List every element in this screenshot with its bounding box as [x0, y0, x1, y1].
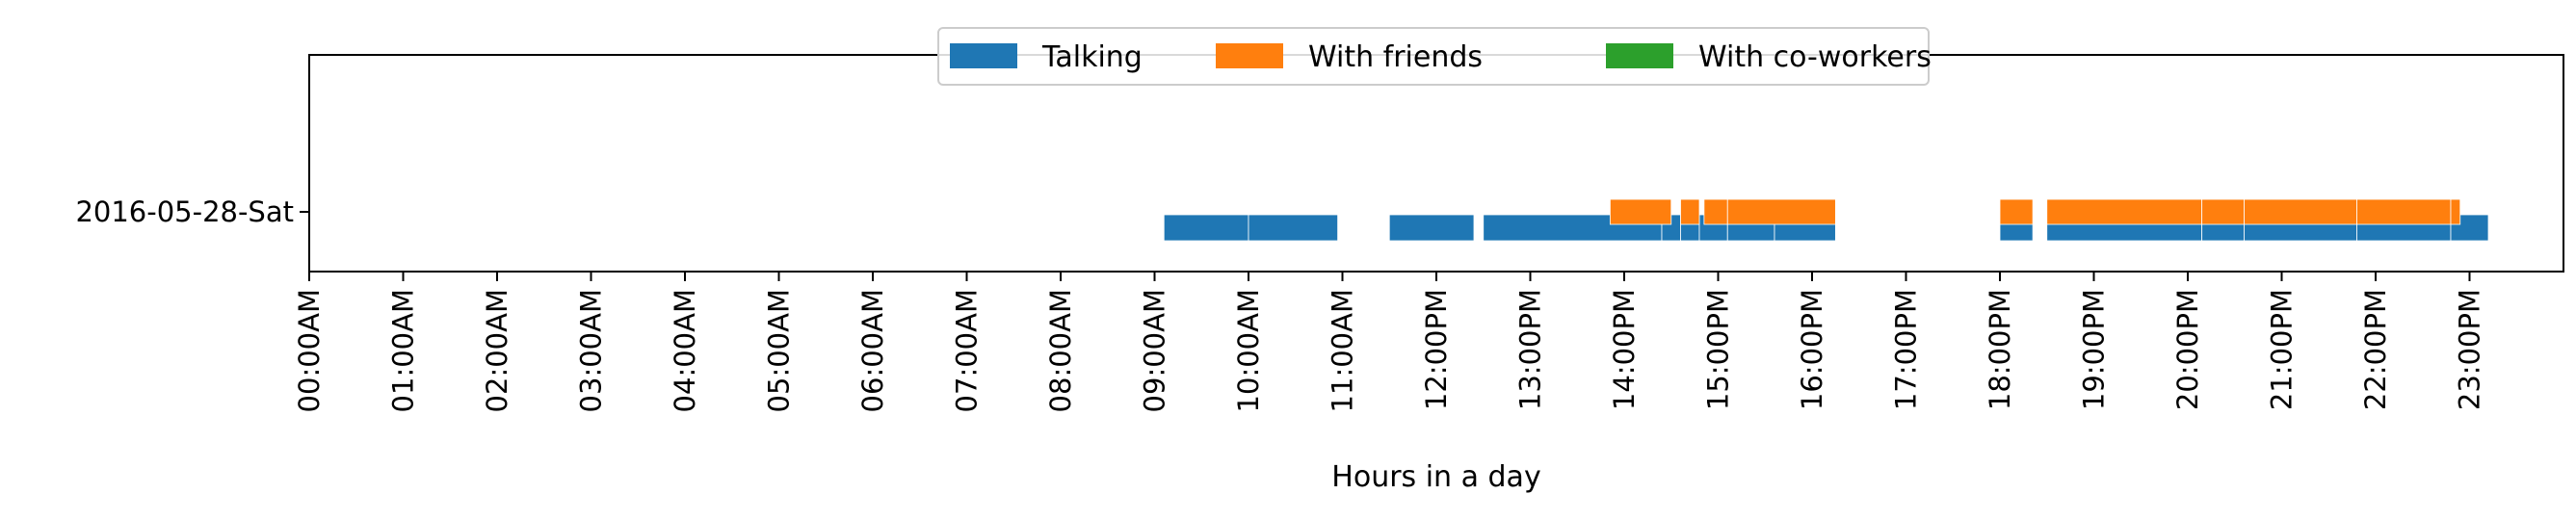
- bar-with-friends-5: [2046, 198, 2203, 225]
- x-tick-label: 03:00AM: [575, 289, 608, 412]
- x-tick-label: 17:00PM: [1890, 289, 1923, 410]
- x-tick-label: 16:00PM: [1796, 289, 1828, 410]
- x-tick-label: 00:00AM: [293, 289, 326, 412]
- y-ticks: 2016-05-28-Sat: [75, 195, 309, 228]
- x-ticks: 00:00AM 01:00AM 02:00AM 03:00AM 04:00AM 05:00…: [293, 272, 2486, 412]
- bar-with-friends-8: [2356, 198, 2452, 225]
- bar-with-friends-2: [1703, 198, 1728, 225]
- x-tick-label: 02:00AM: [481, 289, 513, 412]
- bars-group: [1163, 198, 2489, 242]
- bar-with-friends-6: [2201, 198, 2245, 225]
- x-tick-label: 15:00PM: [1702, 289, 1735, 410]
- x-tick-label: 05:00AM: [763, 289, 796, 412]
- x-tick-label: 07:00AM: [951, 289, 984, 412]
- legend-box: [937, 27, 1930, 86]
- x-tick-label: 19:00PM: [2078, 289, 2111, 410]
- x-tick-label: 09:00AM: [1139, 289, 1171, 412]
- x-axis-label: Hours in a day: [1331, 460, 1540, 494]
- legend-label-with-co-workers: With co-workers: [1698, 40, 1932, 74]
- legend-swatch-with-friends: [1216, 43, 1283, 68]
- legend-label-with-friends: With friends: [1308, 40, 1483, 74]
- legend-swatch-with-co-workers: [1606, 43, 1673, 68]
- x-tick-label: 14:00PM: [1608, 289, 1641, 410]
- x-tick-label: 11:00AM: [1327, 289, 1359, 412]
- legend-label-talking: Talking: [1041, 40, 1143, 74]
- y-tick-label: 2016-05-28-Sat: [75, 195, 294, 228]
- bar-with-friends-1: [1680, 198, 1700, 225]
- bar-with-friends-3: [1726, 198, 1836, 225]
- bar-talking-1: [1248, 214, 1339, 242]
- x-tick-label: 13:00PM: [1514, 289, 1547, 410]
- x-tick-label: 23:00PM: [2454, 289, 2486, 410]
- x-tick-label: 18:00PM: [1984, 289, 2016, 410]
- bar-talking-0: [1163, 214, 1249, 242]
- bar-talking-2: [1388, 214, 1475, 242]
- x-tick-label: 10:00AM: [1232, 289, 1265, 412]
- bar-with-friends-7: [2244, 198, 2357, 225]
- x-tick-label: 08:00AM: [1044, 289, 1077, 412]
- legend-swatch-talking: [950, 43, 1017, 68]
- legend: Talking With friends With co-workers: [937, 27, 1932, 86]
- x-tick-label: 21:00PM: [2266, 289, 2299, 410]
- bar-with-friends-4: [1999, 198, 2034, 225]
- x-tick-label: 06:00AM: [856, 289, 889, 412]
- x-tick-label: 04:00AM: [669, 289, 701, 412]
- x-tick-label: 22:00PM: [2359, 289, 2392, 410]
- x-tick-label: 01:00AM: [387, 289, 420, 412]
- x-tick-label: 20:00PM: [2171, 289, 2204, 410]
- bar-with-friends-9: [2450, 198, 2461, 225]
- x-tick-label: 12:00PM: [1420, 289, 1453, 410]
- bar-with-friends-0: [1609, 198, 1672, 225]
